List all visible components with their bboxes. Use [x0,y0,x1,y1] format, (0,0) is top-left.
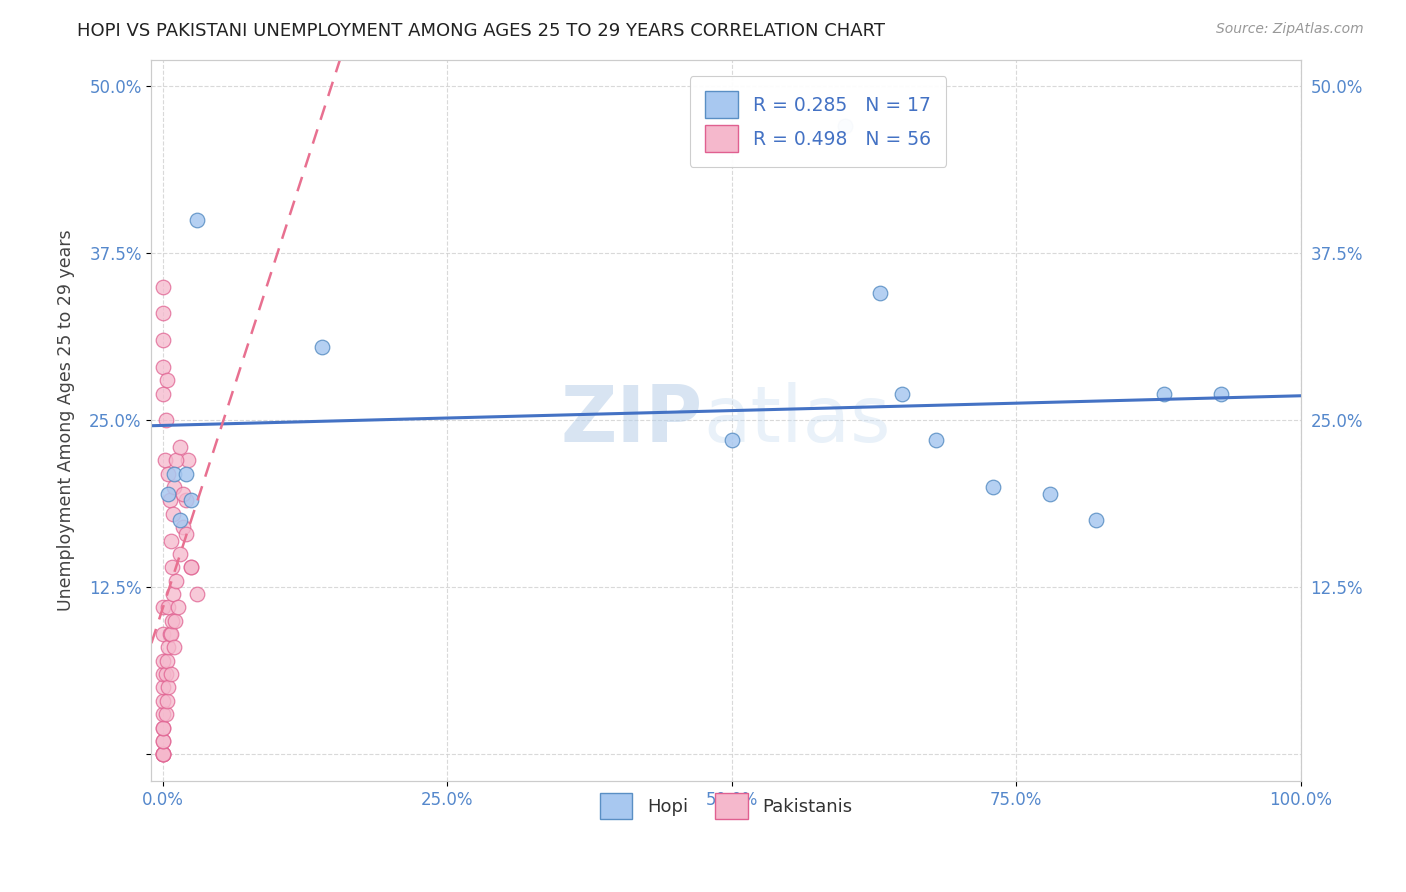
Point [1153,386,1175,401]
Point [159,667,181,681]
Point [153,453,176,467]
Point [169,440,191,454]
Point [177,453,200,467]
Point [180,560,202,574]
Point [169,547,191,561]
Point [166,600,188,615]
Point [152,747,174,762]
Point [159,493,181,508]
Point [157,600,180,615]
Point [159,627,181,641]
Point [152,279,174,293]
Text: Source: ZipAtlas.com: Source: ZipAtlas.com [1216,22,1364,37]
Point [163,467,186,481]
Point [983,480,1005,494]
Point [174,493,197,508]
Point [160,614,183,628]
Point [152,667,174,681]
Point [152,721,174,735]
Point [169,514,191,528]
Point [891,386,914,401]
Point [1209,386,1232,401]
Point [186,587,208,601]
Point [152,747,174,762]
Point [163,640,186,655]
Point [157,487,180,501]
Point [720,434,742,448]
Point [163,480,186,494]
Legend: Hopi, Pakistanis: Hopi, Pakistanis [593,786,859,826]
Point [172,487,194,501]
Point [152,654,174,668]
Point [165,614,187,628]
Point [174,467,197,481]
Point [152,627,174,641]
Point [174,526,197,541]
Point [152,600,174,615]
Point [156,654,179,668]
Point [180,560,202,574]
Point [172,520,194,534]
Point [1084,514,1107,528]
Point [152,386,174,401]
Y-axis label: Unemployment Among Ages 25 to 29 years: Unemployment Among Ages 25 to 29 years [58,229,75,611]
Point [152,694,174,708]
Point [152,734,174,748]
Point [869,286,891,301]
Point [1039,487,1062,501]
Point [834,120,856,134]
Point [180,493,202,508]
Point [152,707,174,722]
Point [925,434,948,448]
Point [156,373,179,387]
Point [159,533,181,548]
Point [155,413,177,427]
Point [160,560,183,574]
Text: ZIP: ZIP [561,383,703,458]
Text: HOPI VS PAKISTANI UNEMPLOYMENT AMONG AGES 25 TO 29 YEARS CORRELATION CHART: HOPI VS PAKISTANI UNEMPLOYMENT AMONG AGE… [77,22,886,40]
Point [156,694,179,708]
Point [165,574,187,588]
Point [186,213,208,227]
Point [157,640,180,655]
Point [152,333,174,347]
Point [152,747,174,762]
Point [152,306,174,320]
Point [155,707,177,722]
Point [152,747,174,762]
Point [155,667,177,681]
Point [152,721,174,735]
Point [162,507,184,521]
Point [165,453,187,467]
Point [311,340,333,354]
Point [162,587,184,601]
Point [152,359,174,374]
Point [157,467,180,481]
Point [159,627,181,641]
Point [152,681,174,695]
Point [157,681,180,695]
Text: atlas: atlas [703,383,890,458]
Point [152,734,174,748]
